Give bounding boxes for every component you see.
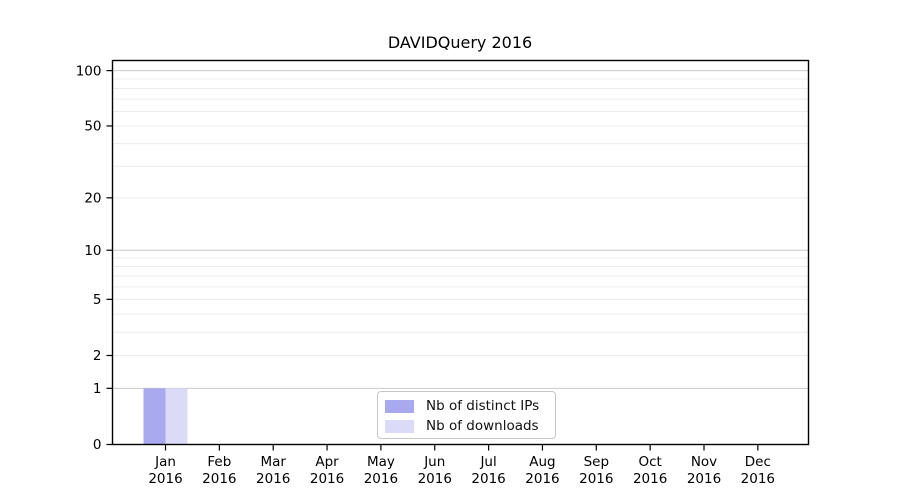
legend-swatch-distinct-ips bbox=[385, 399, 414, 413]
bar bbox=[143, 388, 166, 445]
y-tick-label: 100 bbox=[76, 63, 102, 79]
x-tick-label: Nov 2016 bbox=[687, 454, 721, 487]
chart-title: DAVIDQuery 2016 bbox=[388, 33, 532, 52]
y-tick-label: 5 bbox=[93, 292, 102, 308]
legend-label-downloads: Nb of downloads bbox=[426, 418, 539, 434]
x-tick-label: Oct 2016 bbox=[633, 454, 667, 487]
x-tick-label: Jul 2016 bbox=[471, 454, 505, 487]
axes: 0 1 2 5 10 20 50 100 Jan 2016 Feb 2016 Mar 2016 Apr 201… bbox=[76, 59, 810, 487]
y-tick-label: 50 bbox=[84, 119, 101, 135]
x-tick-label: Jan 2016 bbox=[148, 454, 182, 487]
y-tick-label: 20 bbox=[84, 191, 101, 207]
x-tick-label: May 2016 bbox=[364, 454, 398, 487]
legend-item-downloads: Nb of downloads bbox=[385, 417, 547, 435]
legend-item-distinct-ips: Nb of distinct IPs bbox=[385, 397, 547, 415]
x-tick-label: Sep 2016 bbox=[579, 454, 613, 487]
bar bbox=[165, 388, 188, 445]
x-tick-label: Jun 2016 bbox=[418, 454, 452, 487]
x-tick-label: Aug 2016 bbox=[525, 454, 559, 487]
y-tick-label: 2 bbox=[93, 348, 102, 364]
x-tick-label: Dec 2016 bbox=[741, 454, 775, 487]
legend-swatch-downloads bbox=[385, 419, 414, 433]
legend: Nb of distinct IPs Nb of downloads bbox=[377, 391, 556, 439]
bars bbox=[143, 388, 188, 445]
y-tick-label: 0 bbox=[93, 437, 102, 453]
x-tick-label: Feb 2016 bbox=[202, 454, 236, 487]
y-tick-label: 10 bbox=[84, 243, 101, 259]
x-tick-label: Mar 2016 bbox=[256, 454, 290, 487]
gridlines bbox=[112, 70, 809, 389]
x-tick-label: Apr 2016 bbox=[310, 454, 344, 487]
legend-label-distinct-ips: Nb of distinct IPs bbox=[426, 398, 540, 414]
y-tick-label: 1 bbox=[93, 381, 102, 397]
plot-frame bbox=[111, 59, 810, 446]
